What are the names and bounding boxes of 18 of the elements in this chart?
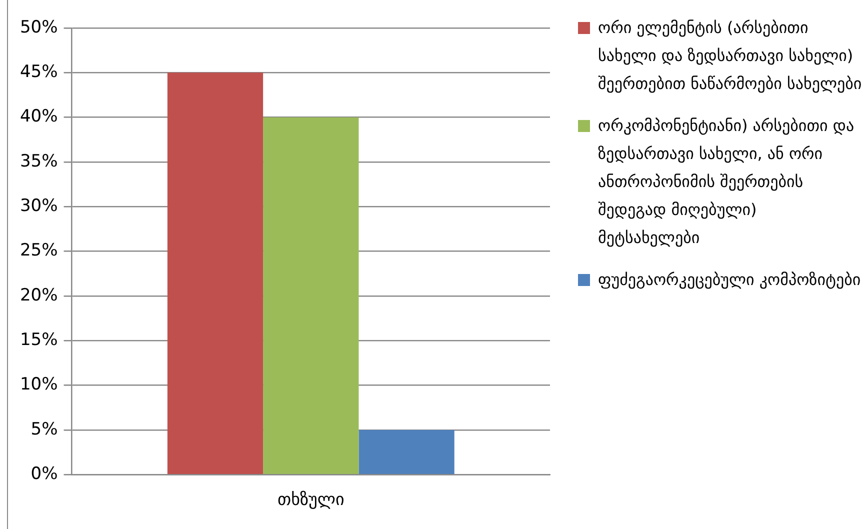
y-tick-label: 30% [20,196,58,216]
bar [263,117,359,474]
y-tick-label: 25% [20,240,58,261]
bar [358,430,454,474]
y-tick-label: 15% [20,330,58,350]
y-tick-label: 0% [30,464,58,484]
y-tick-label: 10% [20,374,58,395]
legend-label: ორი ელემენტის (არსებითი სახელი და ზედსართავი სახელი) შეერთებით ნაწარმოები სახელები [598,18,862,93]
y-tick-label: 35% [20,151,58,172]
y-tick-label: 5% [30,419,58,440]
legend-label: ორკომპონენტიანი) არსებითი და ზედსართავი სახელი, ან ორი ანთროპონიმის შეერთების შედეგად მიღებული) მეტსახელები [598,116,854,247]
y-tick-label: 40% [20,106,58,127]
y-tick-label: 45% [20,62,58,82]
legend-label: ფუძეგაორკეცებული კომპოზიტები [598,270,861,289]
bar [167,72,264,474]
y-tick-label: 50% [20,17,58,38]
x-tick-label: თხზული [278,490,344,510]
y-tick-label: 20% [20,285,58,306]
